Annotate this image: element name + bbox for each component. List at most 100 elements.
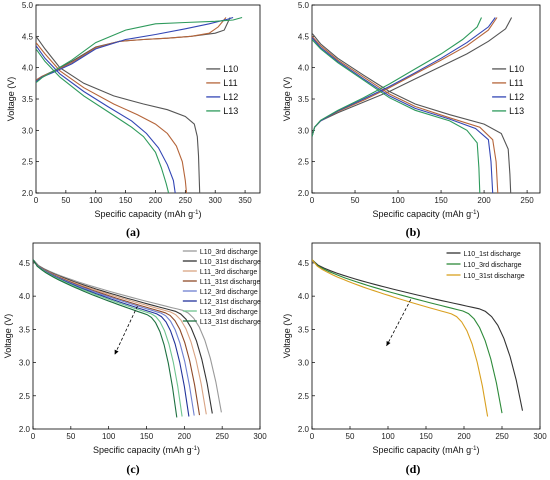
x-tick-label: 200 bbox=[457, 432, 471, 441]
y-tick-label: 2.5 bbox=[298, 158, 310, 167]
y-tick-label: 3.5 bbox=[22, 95, 34, 104]
x-tick-label: 50 bbox=[351, 196, 360, 205]
legend-entry: L10_3rd discharge bbox=[200, 249, 258, 256]
x-tick-label: 0 bbox=[310, 196, 315, 205]
panel-label-b: (b) bbox=[406, 225, 421, 239]
x-tick-label: 250 bbox=[520, 196, 534, 205]
x-tick-label: 250 bbox=[495, 432, 509, 441]
series-line-discharge bbox=[33, 259, 222, 413]
panel-label-a: (a) bbox=[126, 225, 140, 239]
x-tick-label: 300 bbox=[209, 196, 223, 205]
plot-frame bbox=[311, 4, 541, 194]
trend-arrow bbox=[114, 305, 138, 355]
panel-label-d: (d) bbox=[406, 462, 421, 476]
y-tick-label: 4.0 bbox=[19, 292, 31, 301]
series-line-charge bbox=[312, 17, 498, 137]
series-line-discharge bbox=[36, 45, 176, 193]
series-line-discharge bbox=[312, 259, 503, 414]
x-tick-label: 150 bbox=[434, 196, 448, 205]
trend-arrow bbox=[386, 299, 412, 347]
series-line-discharge bbox=[33, 259, 183, 417]
chart-panel-d: 0 50 100 150 200 250 300 2.0 2.5 3.0 3.5 4.0 4.5 Spec… bbox=[282, 242, 547, 455]
series-line-discharge bbox=[33, 259, 207, 415]
legend-entry: L12_3rd discharge bbox=[200, 289, 258, 296]
series-line-discharge bbox=[36, 35, 201, 193]
y-tick-label: 3.0 bbox=[19, 359, 31, 368]
x-axis-label: Specific capacity (mAh g-1) bbox=[95, 209, 202, 219]
legend-entry: L10_1st discharge bbox=[464, 251, 521, 258]
chart-panel-c: 0 50 100 150 200 250 300 2.0 2.5 3.0 3.5 4.0 4.5 Spec… bbox=[3, 242, 267, 455]
y-tick-label: 5.0 bbox=[22, 1, 34, 10]
y-axis-label: Voltage (V) bbox=[282, 77, 292, 122]
series-line-discharge bbox=[312, 39, 481, 193]
series-line-discharge bbox=[33, 259, 213, 414]
series-line-discharge bbox=[312, 32, 512, 193]
y-tick-label: 2.0 bbox=[298, 425, 310, 434]
y-tick-label: 3.5 bbox=[298, 95, 310, 104]
legend-entry: L12 bbox=[223, 92, 238, 102]
chart-panel-a: 0 50 100 150 200 250 300 350 2.0 2.5 3.0 3.5 4.0 4.5 5… bbox=[6, 1, 261, 219]
x-tick-label: 150 bbox=[140, 432, 154, 441]
y-tick-label: 4.0 bbox=[298, 292, 310, 301]
legend-entry: L13 bbox=[223, 106, 238, 116]
legend-entry: L10_3rd discharge bbox=[464, 262, 522, 269]
x-tick-label: 200 bbox=[178, 432, 192, 441]
legend-entry: L10 bbox=[223, 64, 238, 74]
legend-entry: L12_31st discharge bbox=[200, 299, 261, 306]
x-axis-label: Specific capacity (mAh g-1) bbox=[373, 445, 480, 455]
legend-entry: L11 bbox=[223, 78, 237, 88]
series-line-charge bbox=[312, 17, 483, 137]
y-tick-label: 3.0 bbox=[298, 359, 310, 368]
x-tick-label: 0 bbox=[34, 196, 39, 205]
legend-entry: L10_31st discharge bbox=[464, 273, 525, 280]
y-tick-label: 4.0 bbox=[298, 64, 310, 73]
series-line-discharge bbox=[36, 42, 188, 193]
y-axis-label: Voltage (V) bbox=[6, 77, 16, 122]
legend-entry: L10 bbox=[509, 64, 524, 74]
x-tick-label: 0 bbox=[310, 432, 315, 441]
x-tick-label: 50 bbox=[346, 432, 355, 441]
series-line-discharge bbox=[33, 259, 178, 418]
x-axis-label: Specific capacity (mAh g-1) bbox=[93, 445, 200, 455]
trend-arrow-head bbox=[386, 340, 391, 346]
x-tick-label: 200 bbox=[477, 196, 491, 205]
legend-entry: L10_31st discharge bbox=[200, 259, 261, 266]
x-tick-label: 150 bbox=[419, 432, 433, 441]
legend-entry: L11_31st discharge bbox=[200, 279, 261, 286]
y-tick-label: 4.5 bbox=[298, 32, 310, 41]
x-tick-label: 100 bbox=[381, 432, 395, 441]
y-tick-label: 3.0 bbox=[22, 126, 34, 135]
panel-label-c: (c) bbox=[126, 462, 139, 476]
x-axis-label: Specific capacity (mAh g-1) bbox=[373, 209, 480, 219]
y-tick-label: 2.5 bbox=[298, 392, 310, 401]
y-tick-label: 2.5 bbox=[19, 392, 31, 401]
x-tick-label: 200 bbox=[149, 196, 163, 205]
series-line-discharge bbox=[33, 259, 195, 416]
y-tick-label: 3.5 bbox=[19, 325, 31, 334]
series-line-discharge bbox=[36, 48, 170, 193]
series-line-discharge bbox=[312, 259, 489, 417]
y-tick-label: 4.5 bbox=[298, 259, 310, 268]
y-tick-label: 2.0 bbox=[22, 189, 34, 198]
trend-arrow-head bbox=[114, 349, 119, 355]
series-line-discharge bbox=[33, 259, 190, 417]
x-tick-label: 250 bbox=[179, 196, 193, 205]
y-tick-label: 2.0 bbox=[19, 425, 31, 434]
x-tick-label: 100 bbox=[89, 196, 103, 205]
x-tick-label: 100 bbox=[102, 432, 116, 441]
series-line-discharge bbox=[312, 259, 524, 411]
y-tick-label: 2.5 bbox=[22, 158, 34, 167]
x-tick-label: 100 bbox=[391, 196, 405, 205]
y-axis-label: Voltage (V) bbox=[3, 314, 13, 359]
y-tick-label: 4.0 bbox=[22, 64, 34, 73]
series-line-charge bbox=[36, 16, 234, 82]
legend-entry: L13 bbox=[509, 106, 524, 116]
legend-entry: L13_3rd discharge bbox=[200, 309, 258, 316]
x-tick-label: 300 bbox=[253, 432, 267, 441]
plot-frame bbox=[311, 242, 541, 430]
series-line-charge bbox=[36, 16, 243, 84]
x-tick-label: 50 bbox=[66, 432, 75, 441]
y-tick-label: 3.5 bbox=[298, 325, 310, 334]
y-tick-label: 5.0 bbox=[298, 1, 310, 10]
x-tick-label: 50 bbox=[61, 196, 70, 205]
